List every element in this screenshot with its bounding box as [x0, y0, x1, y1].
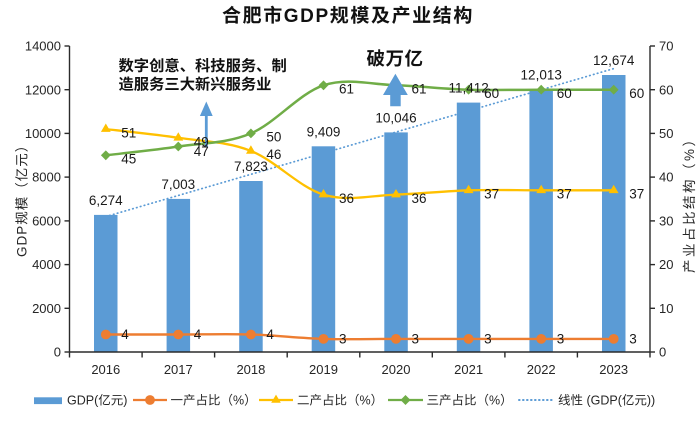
svg-text:60: 60	[629, 86, 644, 101]
svg-text:2022: 2022	[527, 362, 556, 377]
svg-text:47: 47	[194, 144, 209, 159]
svg-text:50: 50	[659, 126, 673, 141]
svg-text:数字创意、科技服务、制: 数字创意、科技服务、制	[119, 54, 287, 76]
svg-text:50: 50	[266, 130, 281, 145]
svg-text:2000: 2000	[32, 301, 61, 316]
svg-text:61: 61	[412, 82, 427, 97]
svg-text:12000: 12000	[25, 82, 61, 97]
svg-text:10: 10	[659, 301, 673, 316]
svg-text:20: 20	[659, 257, 673, 272]
svg-text:2016: 2016	[91, 362, 120, 377]
svg-text:4000: 4000	[32, 257, 61, 272]
svg-text:4: 4	[121, 327, 129, 342]
svg-text:36: 36	[412, 191, 427, 206]
svg-text:61: 61	[339, 82, 354, 97]
svg-text:破万亿: 破万亿	[366, 45, 423, 71]
svg-text:造服务三大新兴服务业: 造服务三大新兴服务业	[119, 73, 272, 95]
svg-text:14000: 14000	[25, 39, 61, 54]
svg-text:30: 30	[659, 214, 673, 229]
svg-text:2019: 2019	[309, 362, 338, 377]
svg-text:三产占比（%）: 三产占比（%）	[427, 390, 513, 409]
svg-text:GDP规模（亿元）: GDP规模（亿元）	[11, 138, 31, 257]
svg-text:产业占比结构（%）: 产业占比结构（%）	[678, 130, 698, 273]
svg-text:11,412: 11,412	[448, 81, 488, 96]
svg-text:一产占比（%）: 一产占比（%）	[171, 390, 257, 409]
svg-text:3: 3	[557, 332, 565, 347]
svg-text:49: 49	[194, 135, 209, 150]
svg-text:二产占比（%）: 二产占比（%）	[297, 390, 383, 409]
svg-text:60: 60	[659, 82, 673, 97]
svg-text:2017: 2017	[164, 362, 193, 377]
svg-text:4: 4	[266, 327, 274, 342]
svg-text:6,274: 6,274	[89, 193, 123, 208]
svg-text:线性 (GDP(亿元)): 线性 (GDP(亿元))	[558, 390, 655, 409]
svg-text:37: 37	[557, 187, 572, 202]
svg-text:GDP(亿元): GDP(亿元)	[67, 390, 127, 409]
svg-text:10,046: 10,046	[375, 110, 416, 125]
svg-text:70: 70	[659, 39, 673, 54]
svg-text:3: 3	[629, 332, 637, 347]
svg-text:3: 3	[339, 332, 347, 347]
svg-text:45: 45	[121, 152, 136, 167]
svg-text:10000: 10000	[25, 126, 61, 141]
svg-text:37: 37	[629, 187, 644, 202]
svg-text:7,823: 7,823	[234, 159, 268, 174]
svg-text:4: 4	[194, 327, 202, 342]
svg-text:37: 37	[484, 187, 499, 202]
svg-text:7,003: 7,003	[161, 177, 195, 192]
svg-text:6000: 6000	[32, 214, 61, 229]
svg-text:合肥市GDP规模及产业结构: 合肥市GDP规模及产业结构	[222, 1, 474, 28]
svg-text:0: 0	[659, 345, 666, 360]
svg-text:9,409: 9,409	[307, 124, 341, 139]
svg-text:0: 0	[54, 345, 61, 360]
svg-text:2021: 2021	[454, 362, 483, 377]
svg-text:36: 36	[339, 191, 354, 206]
svg-text:12,674: 12,674	[593, 53, 635, 68]
svg-text:46: 46	[266, 147, 281, 162]
svg-text:12,013: 12,013	[521, 67, 562, 82]
svg-text:3: 3	[484, 332, 492, 347]
svg-text:2018: 2018	[236, 362, 265, 377]
svg-text:51: 51	[121, 125, 136, 140]
svg-text:3: 3	[412, 332, 420, 347]
svg-text:60: 60	[557, 86, 572, 101]
svg-text:2020: 2020	[382, 362, 411, 377]
svg-text:60: 60	[484, 86, 499, 101]
svg-text:8000: 8000	[32, 170, 61, 185]
svg-text:2023: 2023	[599, 362, 628, 377]
svg-text:40: 40	[659, 170, 673, 185]
